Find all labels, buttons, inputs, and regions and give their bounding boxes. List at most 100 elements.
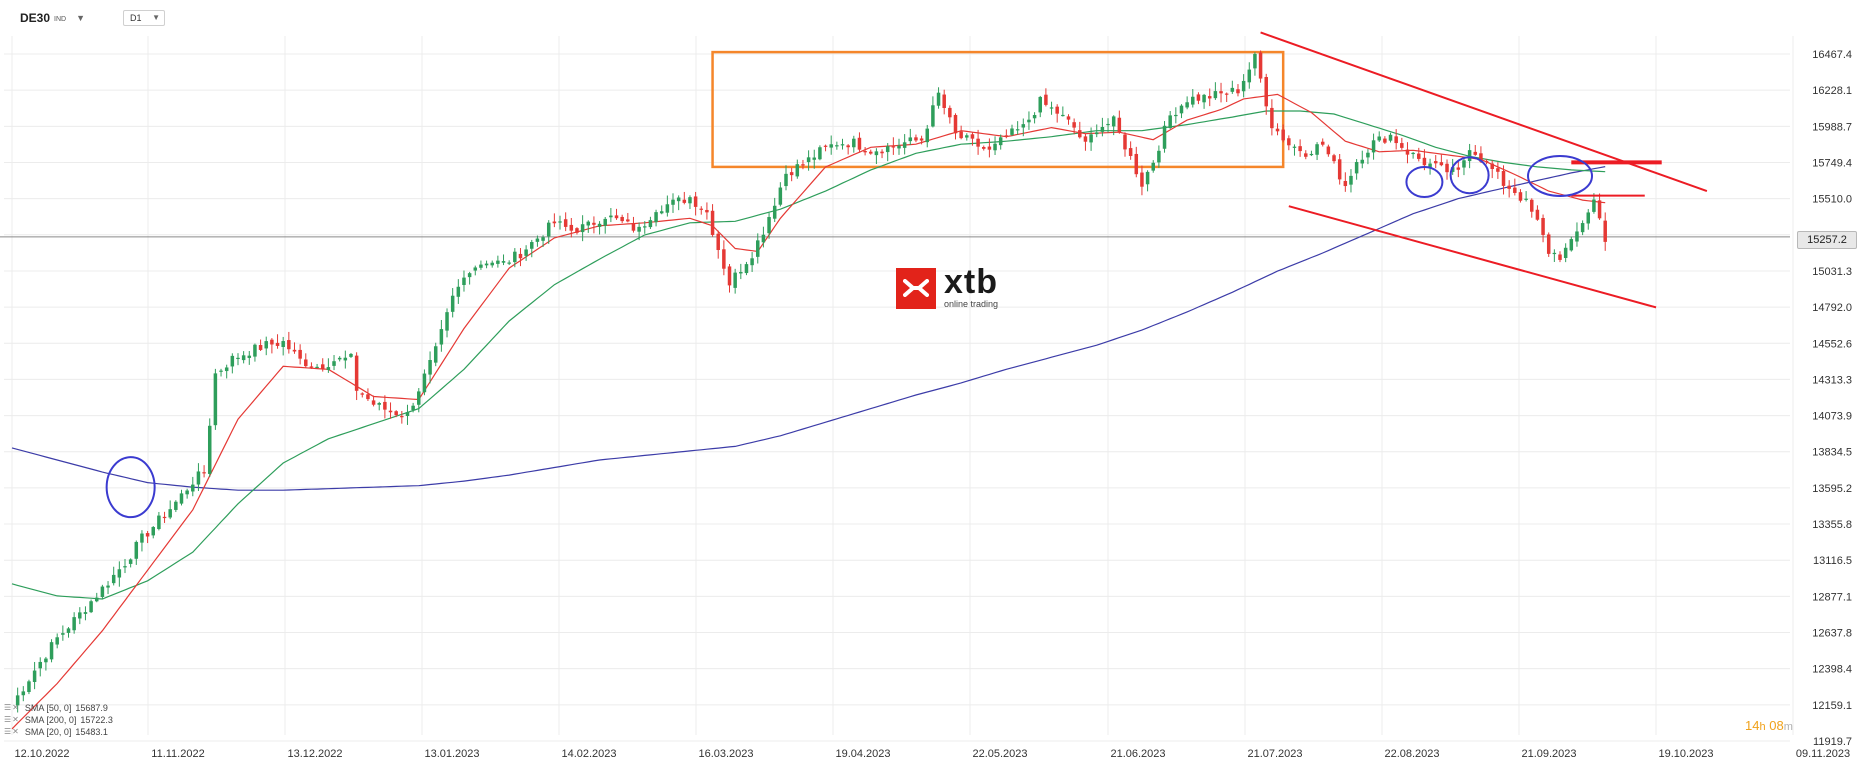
candle-body[interactable]	[1535, 209, 1540, 220]
candle-body[interactable]	[688, 197, 692, 204]
candle-body[interactable]	[1349, 175, 1353, 185]
candle-body[interactable]	[1128, 148, 1133, 156]
candle-body[interactable]	[603, 218, 607, 226]
candle-body[interactable]	[620, 216, 624, 222]
candle-body[interactable]	[756, 240, 760, 257]
candle-body[interactable]	[1513, 187, 1517, 193]
candle-body[interactable]	[874, 151, 879, 156]
candle-body[interactable]	[998, 137, 1003, 146]
candle-body[interactable]	[1021, 124, 1026, 128]
candle-body[interactable]	[1055, 106, 1059, 114]
candle-body[interactable]	[241, 355, 246, 361]
candle-body[interactable]	[1371, 140, 1376, 153]
candle-body[interactable]	[592, 222, 596, 225]
candle-body[interactable]	[919, 138, 924, 141]
candle-body[interactable]	[1558, 254, 1562, 260]
candle-body[interactable]	[1157, 150, 1161, 163]
legend-settings-icon[interactable]: ☰✕	[4, 715, 20, 724]
candle-body[interactable]	[530, 242, 534, 249]
candle-body[interactable]	[846, 145, 850, 148]
candle-body[interactable]	[1575, 231, 1579, 242]
candle-body[interactable]	[1230, 87, 1235, 92]
candle-body[interactable]	[44, 658, 48, 663]
candle-body[interactable]	[897, 145, 901, 149]
candle-body[interactable]	[801, 164, 805, 166]
candle-body[interactable]	[1507, 185, 1511, 189]
candle-body[interactable]	[586, 221, 591, 226]
candle-body[interactable]	[343, 357, 348, 361]
candle-body[interactable]	[1496, 168, 1500, 172]
candle-body[interactable]	[298, 349, 302, 359]
candle-body[interactable]	[287, 340, 291, 350]
candle-body[interactable]	[1044, 94, 1048, 105]
candle-body[interactable]	[270, 339, 274, 345]
candle-body[interactable]	[354, 355, 359, 391]
candle-body[interactable]	[405, 412, 410, 416]
candle-body[interactable]	[1411, 152, 1415, 155]
channel-upper-line[interactable]	[1260, 31, 1708, 193]
candle-body[interactable]	[1072, 122, 1076, 128]
candle-body[interactable]	[450, 295, 455, 312]
candle-body[interactable]	[1083, 136, 1088, 142]
candle-body[interactable]	[94, 597, 99, 602]
candle-body[interactable]	[1196, 94, 1201, 101]
candle-body[interactable]	[66, 628, 71, 633]
candle-body[interactable]	[1094, 132, 1099, 135]
symbol-dropdown-icon[interactable]: ▼	[76, 13, 86, 23]
legend-settings-icon[interactable]: ☰✕	[4, 727, 20, 736]
candle-body[interactable]	[1287, 138, 1291, 146]
candle-body[interactable]	[1569, 239, 1574, 251]
candle-body[interactable]	[1394, 136, 1398, 144]
candle-body[interactable]	[213, 373, 218, 426]
candle-body[interactable]	[965, 135, 969, 138]
candle-body[interactable]	[1191, 96, 1195, 105]
candle-body[interactable]	[202, 472, 206, 474]
candle-body[interactable]	[349, 353, 353, 357]
candle-body[interactable]	[1450, 167, 1455, 172]
legend-row-sma50[interactable]: ☰✕ SMA [50, 0] 15687.9	[4, 702, 113, 714]
candle-body[interactable]	[162, 516, 167, 519]
candle-body[interactable]	[253, 344, 257, 357]
candle-body[interactable]	[558, 221, 562, 223]
candle-body[interactable]	[439, 329, 444, 345]
candle-body[interactable]	[767, 217, 771, 234]
candle-body[interactable]	[575, 228, 579, 233]
orange-range-box-rect[interactable]	[711, 50, 1285, 169]
candle-body[interactable]	[1207, 96, 1212, 99]
candle-body[interactable]	[925, 128, 929, 143]
candle-body[interactable]	[778, 187, 783, 205]
candle-body[interactable]	[417, 391, 421, 405]
candle-body[interactable]	[1224, 93, 1229, 95]
candle-body[interactable]	[332, 361, 336, 366]
candle-body[interactable]	[931, 105, 935, 127]
candle-body[interactable]	[885, 146, 890, 153]
candle-body[interactable]	[117, 569, 122, 578]
candle-body[interactable]	[1106, 123, 1110, 126]
candle-body[interactable]	[1422, 157, 1427, 166]
candle-body[interactable]	[597, 223, 602, 227]
candle-body[interactable]	[264, 341, 268, 349]
candle-body[interactable]	[1111, 116, 1116, 127]
candle-body[interactable]	[1597, 200, 1602, 219]
candle-body[interactable]	[1015, 129, 1020, 131]
candle-body[interactable]	[1467, 150, 1472, 162]
candle-body[interactable]	[1292, 146, 1297, 148]
candle-body[interactable]	[479, 264, 483, 268]
candle-body[interactable]	[21, 691, 26, 696]
candle-body[interactable]	[1010, 128, 1014, 135]
candle-body[interactable]	[1563, 247, 1568, 258]
candle-body[interactable]	[123, 566, 127, 568]
candle-body[interactable]	[1123, 134, 1127, 150]
candle-body[interactable]	[196, 471, 201, 485]
sma50-line[interactable]	[11, 110, 1606, 600]
candle-body[interactable]	[1179, 105, 1184, 114]
legend-row-sma20[interactable]: ☰✕ SMA [20, 0] 15483.1	[4, 726, 113, 738]
candle-body[interactable]	[609, 215, 613, 218]
candle-body[interactable]	[320, 364, 325, 369]
symbol-name[interactable]: DE30	[20, 11, 51, 25]
candle-body[interactable]	[501, 261, 506, 263]
candle-body[interactable]	[55, 637, 59, 645]
candle-body[interactable]	[835, 145, 839, 147]
candle-body[interactable]	[981, 147, 986, 149]
candle-body[interactable]	[49, 642, 54, 660]
